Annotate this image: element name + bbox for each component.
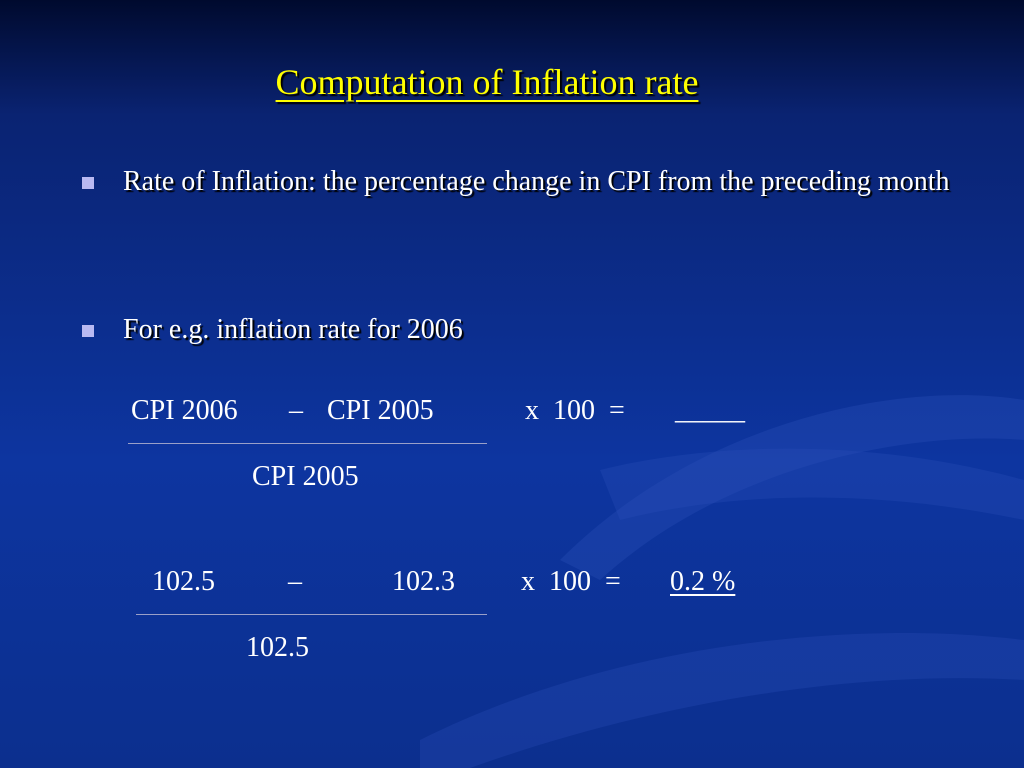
denominator: CPI 2005	[252, 461, 359, 492]
numerator-term: CPI 2006	[131, 395, 238, 426]
numerator-term: 102.5	[152, 566, 215, 597]
fraction-bar	[128, 443, 487, 444]
slide-title: Computation of Inflation rate	[275, 62, 699, 102]
result: 0.2 %	[670, 566, 736, 597]
bullet-text: For e.g. inflation rate for 2006	[123, 314, 463, 345]
denominator: 102.5	[246, 632, 309, 663]
result: _____	[675, 395, 745, 426]
bullet-marker	[82, 325, 94, 337]
multiplier: x 100 =	[521, 566, 621, 597]
numerator-term: 102.3	[392, 566, 455, 597]
bullet-text: Rate of Inflation: the percentage change…	[123, 166, 950, 197]
bullet-marker	[82, 177, 94, 189]
operator: –	[288, 566, 302, 597]
numerator-term: CPI 2005	[327, 395, 434, 426]
fraction-bar	[136, 614, 487, 615]
operator: –	[289, 395, 303, 426]
multiplier: x 100 =	[525, 395, 625, 426]
